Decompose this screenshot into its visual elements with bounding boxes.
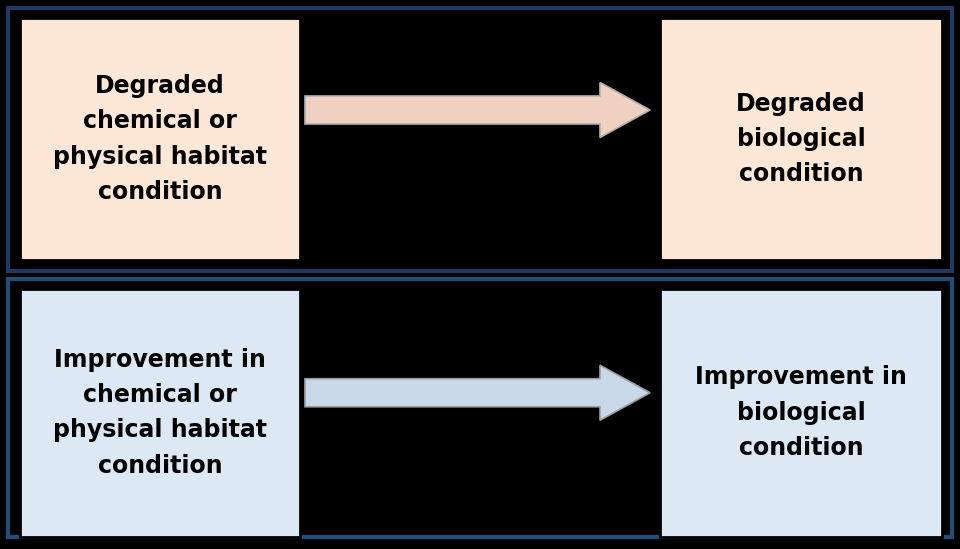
- Text: Improvement in
biological
condition: Improvement in biological condition: [695, 365, 907, 460]
- Text: Degraded
chemical or
physical habitat
condition: Degraded chemical or physical habitat co…: [53, 74, 267, 204]
- FancyArrow shape: [305, 365, 650, 420]
- Bar: [660, 18, 942, 260]
- Bar: [20, 289, 300, 537]
- Bar: [660, 289, 942, 537]
- Text: Degraded
biological
condition: Degraded biological condition: [736, 92, 866, 187]
- Text: Improvement in
chemical or
physical habitat
condition: Improvement in chemical or physical habi…: [53, 348, 267, 478]
- FancyArrow shape: [305, 82, 650, 137]
- Bar: [8, 8, 952, 271]
- Bar: [8, 278, 952, 537]
- Bar: [20, 18, 300, 260]
